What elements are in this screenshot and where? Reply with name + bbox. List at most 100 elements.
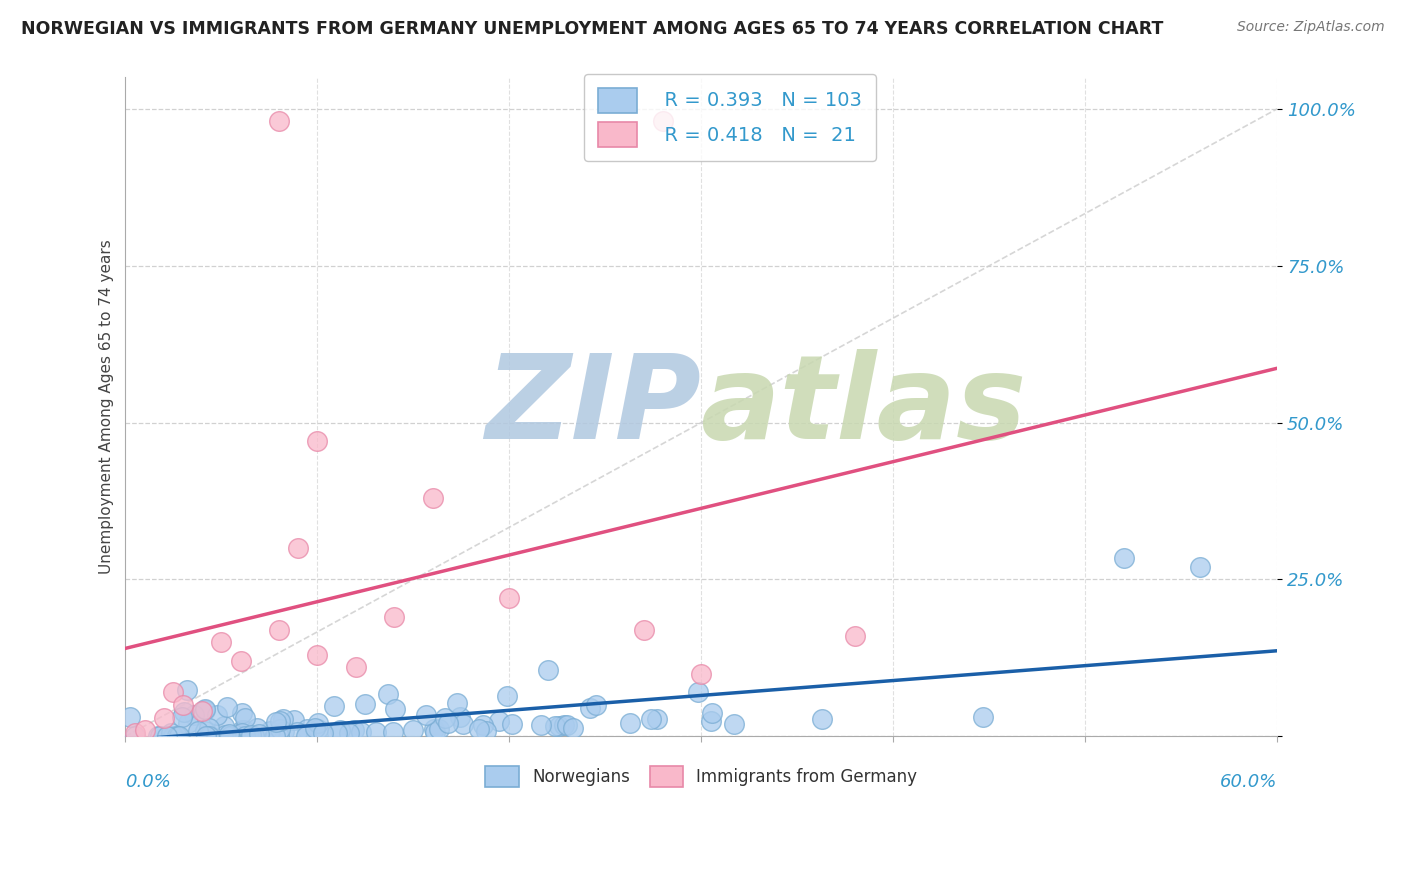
Point — [307, 723, 329, 737]
Point — [176, 683, 198, 698]
Point — [229, 654, 252, 668]
Point — [148, 730, 170, 744]
Point — [233, 711, 256, 725]
Point — [287, 541, 309, 555]
Point — [285, 725, 308, 739]
Point — [619, 716, 641, 731]
Text: NORWEGIAN VS IMMIGRANTS FROM GERMANY UNEMPLOYMENT AMONG AGES 65 TO 74 YEARS CORR: NORWEGIAN VS IMMIGRANTS FROM GERMANY UNE… — [21, 20, 1164, 37]
Point — [173, 706, 195, 720]
Point — [273, 713, 295, 727]
Point — [172, 710, 194, 724]
Text: ZIP: ZIP — [485, 350, 702, 465]
Point — [501, 717, 523, 731]
Point — [177, 716, 200, 731]
Y-axis label: Unemployment Among Ages 65 to 74 years: Unemployment Among Ages 65 to 74 years — [100, 240, 114, 574]
Point — [198, 721, 221, 735]
Point — [194, 730, 217, 744]
Text: Source: ZipAtlas.com: Source: ZipAtlas.com — [1237, 20, 1385, 34]
Point — [384, 701, 406, 715]
Point — [652, 114, 675, 128]
Point — [194, 702, 217, 716]
Point — [295, 722, 318, 736]
Point — [307, 648, 329, 662]
Point — [156, 730, 179, 744]
Point — [437, 715, 460, 730]
Point — [415, 708, 437, 723]
Point — [468, 722, 491, 736]
Point — [304, 721, 326, 735]
Point — [191, 704, 214, 718]
Point — [1189, 560, 1212, 574]
Point — [553, 717, 575, 731]
Point — [149, 729, 172, 743]
Point — [537, 663, 560, 677]
Point — [699, 714, 721, 729]
Point — [307, 715, 329, 730]
Point — [364, 725, 387, 739]
Point — [166, 730, 188, 744]
Point — [401, 723, 423, 738]
Point — [246, 721, 269, 735]
Point — [496, 689, 519, 703]
Point — [433, 711, 456, 725]
Point — [283, 713, 305, 727]
Point — [723, 717, 745, 731]
Point — [578, 701, 600, 715]
Point — [267, 730, 290, 744]
Point — [344, 660, 367, 674]
Point — [238, 730, 260, 744]
Point — [194, 724, 217, 739]
Legend: Norwegians, Immigrants from Germany: Norwegians, Immigrants from Germany — [478, 759, 924, 794]
Point — [207, 708, 229, 723]
Point — [382, 610, 405, 624]
Point — [218, 730, 240, 744]
Point — [555, 718, 578, 732]
Point — [326, 726, 349, 740]
Point — [233, 723, 256, 737]
Point — [1112, 550, 1135, 565]
Point — [214, 728, 236, 742]
Point — [547, 719, 569, 733]
Point — [700, 706, 723, 721]
Point — [690, 666, 713, 681]
Point — [266, 714, 288, 729]
Point — [259, 724, 281, 739]
Point — [231, 725, 253, 739]
Point — [167, 730, 190, 744]
Point — [269, 722, 291, 736]
Point — [134, 723, 156, 737]
Point — [688, 684, 710, 698]
Point — [811, 713, 834, 727]
Point — [498, 591, 520, 606]
Point — [382, 724, 405, 739]
Point — [446, 696, 468, 710]
Point — [295, 729, 318, 743]
Point — [312, 726, 335, 740]
Point — [472, 718, 495, 732]
Point — [162, 729, 184, 743]
Point — [425, 724, 447, 739]
Point — [153, 710, 176, 724]
Point — [231, 706, 253, 720]
Point — [198, 730, 221, 744]
Point — [267, 623, 290, 637]
Point — [449, 709, 471, 723]
Point — [343, 723, 366, 737]
Point — [186, 724, 208, 739]
Point — [530, 718, 553, 732]
Point — [422, 491, 444, 505]
Point — [307, 434, 329, 449]
Point — [329, 723, 352, 737]
Point — [323, 699, 346, 714]
Text: 0.0%: 0.0% — [125, 772, 172, 790]
Point — [194, 702, 217, 716]
Point — [259, 729, 281, 743]
Point — [217, 700, 239, 714]
Point — [423, 722, 446, 736]
Point — [159, 726, 181, 740]
Point — [211, 635, 233, 649]
Point — [353, 697, 375, 711]
Point — [377, 687, 399, 701]
Point — [350, 724, 373, 739]
Point — [633, 623, 655, 637]
